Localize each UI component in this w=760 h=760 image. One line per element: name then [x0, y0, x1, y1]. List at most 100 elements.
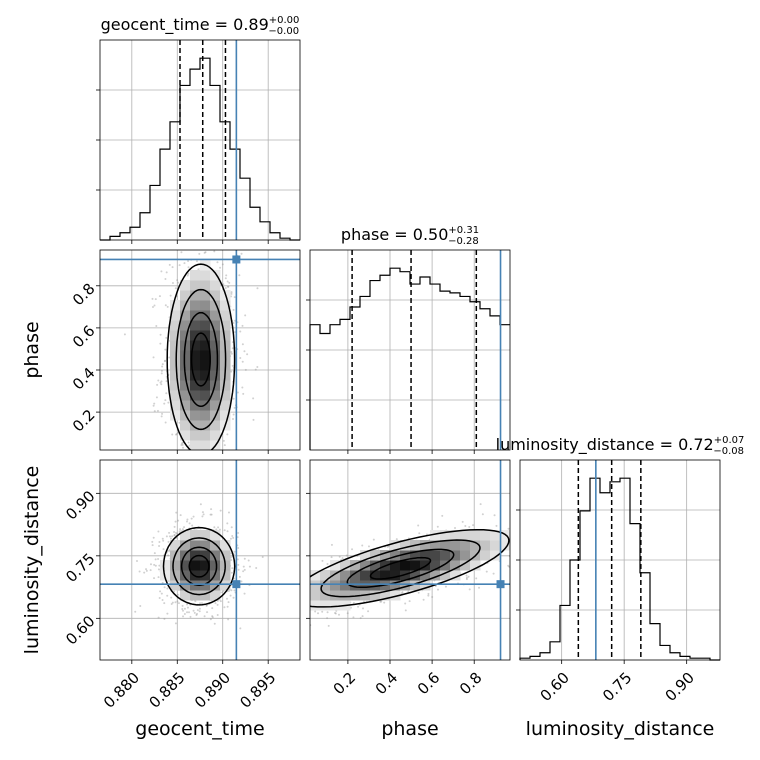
density-bin — [210, 280, 221, 291]
sample-point — [507, 564, 510, 567]
sample-point — [194, 600, 197, 603]
sample-point — [159, 590, 162, 593]
density-bin — [220, 390, 231, 401]
sample-point — [171, 535, 174, 538]
density-bin — [190, 590, 201, 601]
density-bin — [190, 420, 201, 431]
sample-point — [230, 291, 233, 294]
sample-point — [179, 528, 182, 531]
density-bin — [180, 380, 191, 391]
sample-point — [461, 520, 464, 523]
contour-line — [183, 311, 219, 408]
sample-point — [232, 536, 235, 539]
sample-point — [492, 572, 495, 575]
contour-line — [310, 528, 510, 608]
sample-point — [236, 558, 239, 561]
sample-point — [175, 433, 178, 436]
sample-point — [174, 287, 177, 290]
density-bin — [200, 440, 211, 450]
panel-title: luminosity_distance = 0.72+0.07 −0.08 — [496, 435, 745, 457]
sample-point — [166, 612, 169, 615]
sample-point — [138, 570, 141, 573]
sample-point — [173, 531, 176, 534]
density-bin — [180, 400, 191, 411]
density-bin — [340, 580, 351, 591]
sample-point — [230, 352, 233, 355]
sample-point — [183, 612, 186, 615]
sample-point — [444, 585, 447, 588]
sample-point — [204, 251, 207, 254]
sample-point — [161, 365, 164, 368]
sample-point — [193, 611, 196, 614]
sample-point — [154, 564, 157, 567]
sample-point — [240, 580, 243, 583]
density-bin — [390, 540, 401, 551]
sample-point — [408, 600, 411, 603]
sample-point — [232, 596, 235, 599]
title-plus: +0.00 — [269, 15, 300, 26]
density-bin — [400, 560, 411, 571]
sample-point — [216, 603, 219, 606]
x-axis-label-phase: phase — [381, 718, 438, 740]
panel-title: geocent_time = 0.89+0.00 −0.00 — [101, 15, 300, 37]
density-bin — [420, 570, 431, 581]
sample-point — [187, 441, 190, 444]
density-bin — [440, 530, 451, 541]
sample-point — [174, 601, 177, 604]
density-bin — [190, 390, 201, 401]
sample-point — [417, 524, 420, 527]
sample-point — [465, 574, 468, 577]
density-bin — [190, 340, 201, 351]
density-bin — [170, 580, 181, 591]
density-bin — [450, 530, 461, 541]
density-bin — [400, 580, 411, 591]
sample-point — [254, 368, 257, 371]
density-bin — [180, 310, 191, 321]
sample-point — [213, 622, 216, 625]
sample-point — [229, 594, 232, 597]
sample-point — [213, 526, 216, 529]
density-bin — [210, 590, 221, 601]
density-bin — [330, 590, 341, 601]
sample-point — [209, 513, 212, 516]
sample-point — [165, 535, 168, 538]
density-bin — [310, 600, 321, 611]
sample-point — [206, 611, 209, 614]
sample-point — [247, 559, 250, 562]
density-bin — [190, 380, 201, 391]
density-bin — [410, 560, 421, 571]
sample-point — [243, 592, 246, 595]
sample-point — [229, 537, 232, 540]
panel-frame — [99, 249, 301, 451]
sample-point — [166, 587, 169, 590]
sample-point — [321, 559, 324, 562]
sample-point — [232, 413, 235, 416]
y-axis-label-luminosity_distance: luminosity_distance — [21, 466, 43, 655]
sample-point — [161, 412, 164, 415]
density-bin — [190, 550, 201, 561]
density-bin — [460, 530, 471, 541]
sample-point — [181, 604, 184, 607]
density-bin — [200, 590, 211, 601]
density-bin — [220, 540, 231, 551]
sample-point — [230, 571, 233, 574]
sample-point — [168, 549, 171, 552]
sample-point — [232, 397, 235, 400]
sample-point — [145, 568, 148, 571]
sample-point — [230, 351, 233, 354]
sample-point — [183, 607, 186, 610]
sample-point — [228, 281, 231, 284]
density-bin — [310, 590, 321, 601]
sample-point — [357, 605, 360, 608]
sample-point — [170, 603, 173, 606]
sample-point — [185, 520, 188, 523]
sample-point — [210, 508, 213, 511]
histogram-step — [519, 477, 720, 661]
density-bin — [480, 540, 491, 551]
sample-point — [241, 343, 244, 346]
sample-point — [237, 547, 240, 550]
sample-point — [153, 552, 156, 555]
sample-point — [205, 604, 208, 607]
density-bin — [200, 290, 211, 301]
sample-point — [230, 295, 233, 298]
